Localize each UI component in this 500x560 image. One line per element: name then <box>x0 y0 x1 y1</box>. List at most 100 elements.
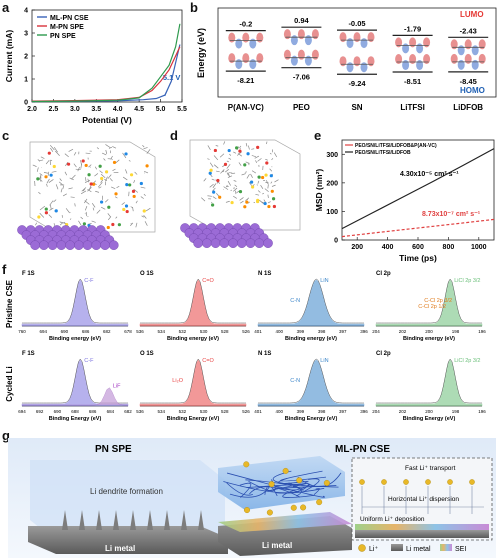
polymer-bond <box>260 184 264 190</box>
polymer-bond <box>49 144 55 151</box>
peak-label: C-Cl 2p 1/2 <box>418 304 446 310</box>
chart-a: 2.0 2.5 3.0 3.5 4.0 4.5 5.0 5.5 0 1 2 3 4 Potential (… <box>4 8 187 126</box>
spectrum-xlabel: Binding energy (eV) <box>167 336 219 342</box>
spectrum-tick: 398 <box>318 329 326 334</box>
spectrum-title: Cl 2p <box>376 351 391 357</box>
polymer-bond <box>84 205 88 211</box>
orbital-lobe <box>464 39 472 50</box>
spectrum-peak <box>375 279 483 327</box>
homo-value-1: -7.06 <box>293 73 310 82</box>
polymer-bond <box>125 169 128 174</box>
polymer-bond <box>234 184 238 188</box>
polymer-bond <box>85 152 91 154</box>
polymer-bond <box>68 187 73 190</box>
lumo-value-0: -0.2 <box>239 20 252 29</box>
polymer-bond <box>226 160 230 163</box>
panel-label-c: c <box>2 128 10 143</box>
category-label-1: PEO <box>293 103 310 112</box>
polymer-bond <box>274 179 279 183</box>
polymer-bond <box>59 222 63 226</box>
atom <box>223 162 228 166</box>
peak-label: C-N <box>290 378 300 384</box>
chart-e-xlabel: Time (ps) <box>399 253 437 263</box>
spectrum-tick: 400 <box>275 409 283 414</box>
peak-label: Li₂O <box>172 378 183 384</box>
atom <box>250 180 254 184</box>
dendrite <box>62 510 68 530</box>
polymer-bond <box>107 174 112 179</box>
polymer-bond <box>227 180 231 186</box>
atom <box>37 215 41 219</box>
polymer-bond <box>128 160 131 162</box>
polymer-bond <box>104 178 108 181</box>
spectrum-tick: 686 <box>89 409 97 414</box>
atom <box>256 199 260 204</box>
li-ion <box>425 479 431 485</box>
atom <box>99 200 104 204</box>
c-li-atom <box>30 240 40 250</box>
polymer-bond <box>130 206 134 209</box>
orbital-lobe <box>360 38 368 49</box>
atom <box>272 204 276 209</box>
polymer-bond <box>130 222 134 226</box>
polymer-bond <box>257 158 262 162</box>
li-ion <box>323 479 330 486</box>
polymer-bond <box>145 207 151 212</box>
polymer-bond <box>255 160 258 163</box>
atom <box>243 205 247 209</box>
polymer-bond <box>207 195 212 197</box>
x-tick-label: 400 <box>382 244 394 251</box>
polymer-bond <box>133 180 136 184</box>
polymer-bond <box>46 183 48 187</box>
atom <box>251 185 255 189</box>
polymer-bond <box>265 181 269 184</box>
y-tick-label: 0 <box>334 238 338 245</box>
legend-li-metal-icon <box>391 544 403 551</box>
orbital-lobe <box>290 55 298 66</box>
polymer-bond <box>144 170 149 174</box>
polymer-bond <box>48 214 53 218</box>
polymer-bond <box>267 201 271 204</box>
polymer-bond <box>105 176 108 182</box>
orbital-lobe <box>242 53 250 64</box>
x-tick-label: 2.5 <box>49 106 59 113</box>
atom <box>230 200 234 205</box>
polymer-bond <box>230 189 233 191</box>
series-line-1 <box>341 148 495 230</box>
dendrite <box>181 510 187 530</box>
peak-label: LiCl 2p 3/2 <box>454 278 480 284</box>
x-tick-label: 3.0 <box>70 106 80 113</box>
legend-sei-label: SEI <box>455 546 466 553</box>
c-li-atom <box>82 240 93 250</box>
orbital-lobe <box>249 59 257 70</box>
spectrum-tick: 530 <box>200 329 208 334</box>
polymer-bond <box>100 179 104 183</box>
x-tick-label: 5.5 <box>177 106 187 113</box>
orbital-lobe <box>256 53 264 64</box>
polymer-bond <box>140 186 146 189</box>
c-li-atom <box>39 240 49 250</box>
polymer-bond <box>59 178 62 182</box>
y-tick-label: 0 <box>24 100 28 107</box>
polymer-bond <box>100 173 106 179</box>
x-tick-label: 800 <box>443 244 455 251</box>
spectrum-tick: 196 <box>478 329 486 334</box>
polymer-bond <box>245 142 248 147</box>
d-li-atom <box>263 238 273 248</box>
orbital-lobe <box>395 54 403 65</box>
polymer-bond <box>87 178 90 183</box>
spectrum-envelope <box>258 278 364 324</box>
polymer-bond <box>84 179 91 184</box>
homo-value-4: -8.45 <box>460 77 477 86</box>
row-label-cycled: Cycled Li <box>5 366 14 402</box>
panel-label-d: d <box>170 128 178 143</box>
y-tick-label: 1 <box>24 77 28 84</box>
polymer-bond <box>77 166 80 172</box>
orbital-lobe <box>416 43 424 54</box>
orbital-lobe <box>450 39 458 50</box>
polymer-bond <box>43 172 49 174</box>
spectrum-peak <box>257 279 365 327</box>
polymer-bond <box>101 152 107 156</box>
orbital-lobe <box>353 56 361 67</box>
atom <box>66 162 71 166</box>
